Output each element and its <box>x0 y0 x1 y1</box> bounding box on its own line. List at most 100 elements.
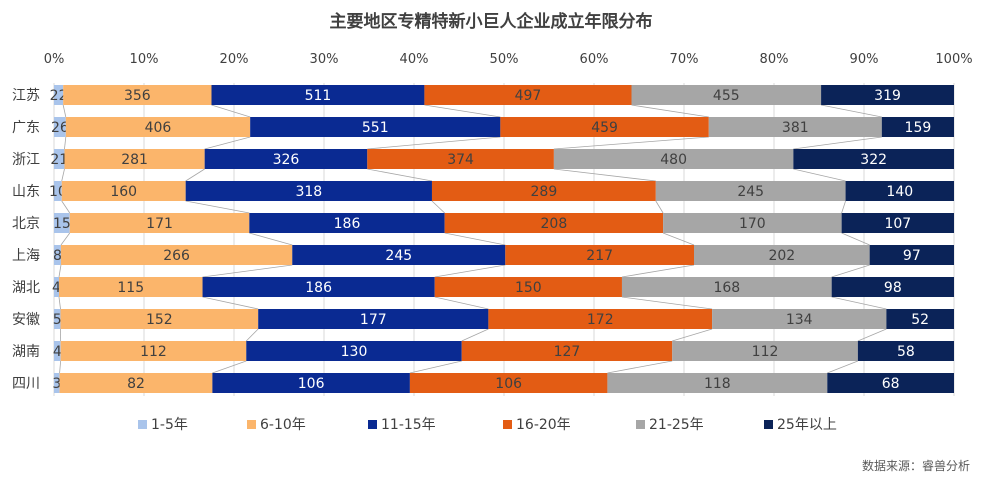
bar-segment <box>431 181 656 201</box>
series-connector-line <box>245 328 259 342</box>
category-label: 湖北 <box>12 280 40 296</box>
legend-label: 25年以上 <box>777 417 837 433</box>
data-label: 326 <box>273 152 300 168</box>
bar-segment <box>60 341 247 361</box>
data-label: 112 <box>752 344 779 360</box>
bar-segment <box>409 373 608 393</box>
series-connector-line <box>461 328 489 342</box>
bar-segment <box>54 245 61 265</box>
bar-segment <box>500 117 709 137</box>
bar-segment <box>367 149 554 169</box>
data-label: 177 <box>360 312 387 328</box>
x-tick-label: 40% <box>400 52 429 67</box>
series-connector-line <box>424 104 501 118</box>
series-connector-line <box>621 296 713 310</box>
series-connector-line <box>607 360 673 374</box>
legend-label: 16-20年 <box>516 417 571 433</box>
data-label: 217 <box>586 248 613 264</box>
data-label: 52 <box>911 312 929 328</box>
bar-segment <box>631 85 822 105</box>
bar-segment <box>712 309 887 329</box>
data-label: 381 <box>782 120 809 136</box>
bar-segment <box>54 117 66 137</box>
series-connector-line <box>59 360 62 374</box>
data-label: 115 <box>117 280 144 296</box>
bar-segment <box>60 309 259 329</box>
legend-label: 21-25年 <box>649 417 704 433</box>
bar-segment <box>59 373 213 393</box>
bar-segment <box>434 277 622 297</box>
bar-segment <box>61 181 186 201</box>
x-axis-ticks: 0% 10% 20% 30% 40% 50% 60% 70% 80% 90% 100% <box>44 52 973 67</box>
data-label: 406 <box>145 120 172 136</box>
series-connector-line <box>212 360 247 374</box>
category-label: 浙江 <box>12 152 40 168</box>
series-connector-line <box>434 296 489 310</box>
bar-segment <box>54 149 65 169</box>
series-connector-line <box>62 104 67 118</box>
data-label: 152 <box>146 312 173 328</box>
bar-segment <box>54 213 70 233</box>
series-connector-line <box>827 360 859 374</box>
x-tick-label: 0% <box>44 52 65 67</box>
legend-swatch <box>247 420 256 429</box>
series-connector-line <box>58 296 61 310</box>
series-connector-line <box>553 168 656 182</box>
series-connector-line <box>831 296 887 310</box>
data-label: 319 <box>874 88 901 104</box>
series-connector-lines <box>58 104 887 374</box>
data-label: 171 <box>146 216 173 232</box>
bar-segment <box>821 85 954 105</box>
bar-segment <box>424 85 632 105</box>
series-connector-line <box>61 168 65 182</box>
data-label: 266 <box>163 248 190 264</box>
series-connector-line <box>367 168 433 182</box>
bar-segment <box>845 181 954 201</box>
bar-segment <box>65 117 251 137</box>
legend-label: 1-5年 <box>151 417 188 433</box>
bar-segment <box>211 85 425 105</box>
category-label: 山东 <box>12 184 40 200</box>
bar-segment <box>505 245 694 265</box>
legend-label: 6-10年 <box>260 417 306 433</box>
data-label: 455 <box>713 88 740 104</box>
chart-title: 主要地区专精特新小巨人企业成立年限分布 <box>330 11 653 32</box>
data-label: 172 <box>587 312 614 328</box>
data-label: 106 <box>495 376 522 392</box>
legend-label: 11-15年 <box>381 417 436 433</box>
data-label: 289 <box>531 184 558 200</box>
bar-segment <box>553 149 794 169</box>
series-connector-line <box>204 136 251 150</box>
bar-segment <box>869 245 954 265</box>
series-connector-line <box>655 200 664 214</box>
data-label: 127 <box>554 344 581 360</box>
series-connector-line <box>841 200 846 214</box>
category-label: 四川 <box>12 376 40 392</box>
data-label: 497 <box>515 88 542 104</box>
series-connector-line <box>621 264 695 278</box>
bar-segment <box>54 85 64 105</box>
data-label: 26 <box>51 120 69 136</box>
bar-segment <box>621 277 832 297</box>
series-connector-line <box>249 232 293 246</box>
data-label: 318 <box>295 184 322 200</box>
x-tick-label: 20% <box>220 52 249 67</box>
bar-segment <box>54 373 60 393</box>
legend-swatch <box>368 420 377 429</box>
data-label: 15 <box>53 216 71 232</box>
bar-segment <box>54 181 62 201</box>
data-label: 130 <box>341 344 368 360</box>
bar-segment <box>886 309 954 329</box>
series-connector-line <box>662 232 695 246</box>
data-label: 159 <box>905 120 932 136</box>
bar-segment <box>831 277 954 297</box>
data-label: 5 <box>53 312 62 328</box>
bar-segment <box>488 309 713 329</box>
bar-segment <box>64 149 205 169</box>
series-connector-line <box>211 104 251 118</box>
series-connector-line <box>367 136 501 150</box>
bar-segment <box>246 341 462 361</box>
